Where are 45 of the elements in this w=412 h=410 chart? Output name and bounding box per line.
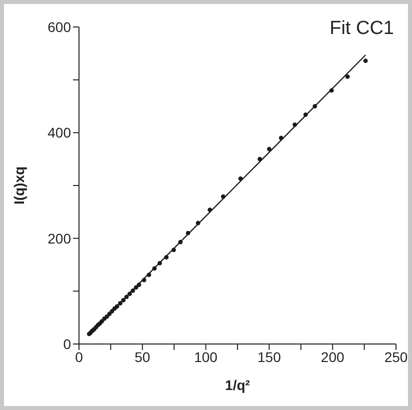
x-axis-title: 1/q² (225, 377, 250, 393)
point (208, 208, 212, 212)
point (172, 248, 176, 252)
point (136, 282, 142, 288)
y-axis-title: I(q)xq (10, 166, 27, 205)
point (345, 74, 350, 79)
point (267, 146, 272, 152)
x-tick-label: 200 (320, 348, 344, 365)
point (220, 194, 226, 199)
y-tick-label: 200 (48, 230, 72, 246)
x-tick-label: 250 (384, 348, 408, 365)
annotation: Fit CC1 (330, 18, 394, 40)
point (107, 312, 112, 316)
point (121, 298, 126, 302)
point (186, 230, 190, 236)
x-tick-label: 150 (258, 348, 282, 365)
y-tick-label: 600 (48, 18, 72, 35)
point (128, 292, 132, 296)
point (164, 255, 169, 260)
point (196, 220, 200, 226)
point (118, 301, 122, 306)
x-tick-label: 100 (194, 348, 218, 365)
y-tick-label: 0 (63, 336, 72, 352)
point (100, 319, 104, 324)
point (114, 304, 120, 309)
point (363, 58, 368, 64)
point (158, 260, 162, 266)
point (124, 294, 129, 300)
point (329, 88, 334, 93)
point (110, 309, 114, 314)
point (278, 136, 284, 140)
point (303, 112, 308, 117)
point (134, 285, 138, 290)
point (238, 176, 243, 181)
point (146, 272, 152, 277)
point (178, 240, 183, 244)
point (152, 266, 157, 271)
point (142, 278, 146, 282)
point (130, 288, 136, 293)
point (312, 104, 318, 108)
x-tick-label: 0 (75, 348, 84, 365)
x-tick-label: 50 (134, 348, 150, 365)
point (292, 122, 298, 127)
y-tick-label: 400 (48, 124, 72, 141)
point (258, 156, 262, 162)
